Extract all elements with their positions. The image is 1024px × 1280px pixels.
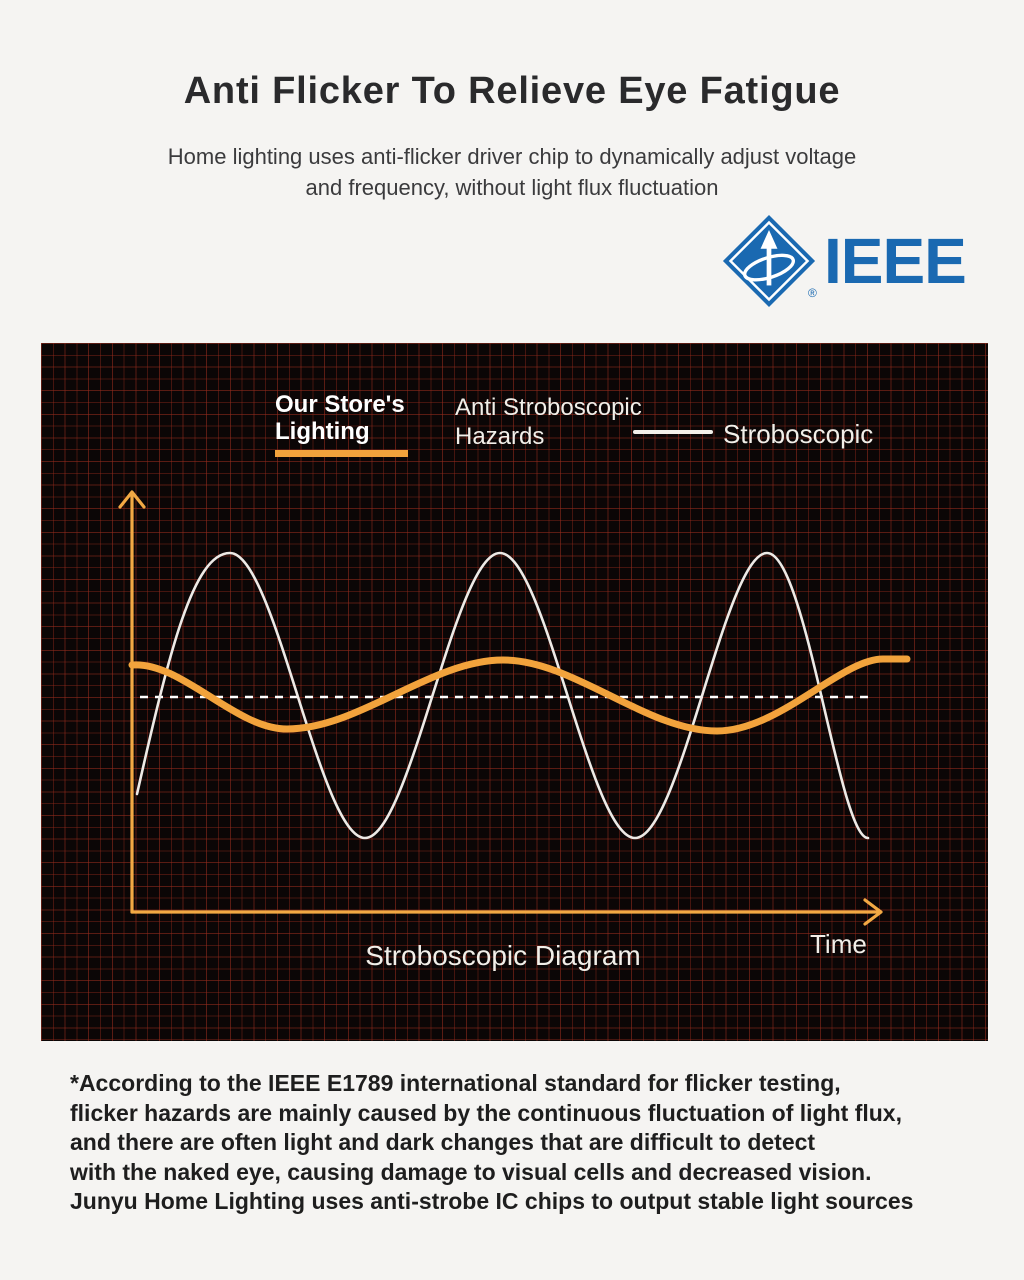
stroboscopic-diagram	[118, 490, 911, 926]
legend-white-line-swatch	[633, 430, 713, 434]
x-axis-label: Time	[810, 929, 867, 959]
ieee-logo: ® IEEE	[722, 214, 967, 308]
ieee-wordmark: IEEE	[824, 225, 967, 297]
stroboscopic-wave	[135, 551, 870, 840]
legend-stroboscopic-label: Stroboscopic	[723, 419, 874, 449]
footnote: *According to the IEEE E1789 internation…	[70, 1070, 914, 1214]
ieee-diamond-icon	[722, 214, 816, 308]
page-subtitle: Home lighting uses anti-flicker driver c…	[167, 144, 857, 200]
chart-panel: Our Store's Lighting Anti Stroboscopic H…	[41, 343, 988, 1041]
legend-anti-stroboscopic-label: Anti Stroboscopic Hazards	[455, 394, 642, 450]
store-lighting-wave	[128, 655, 911, 735]
legend-store-lighting-label: Our Store's Lighting	[275, 391, 405, 445]
legend-orange-swatch	[275, 450, 408, 457]
page-title: Anti Flicker To Relieve Eye Fatigue	[183, 70, 841, 112]
y-axis-arrowhead-icon	[118, 490, 146, 509]
diagram-caption: Stroboscopic Diagram	[365, 940, 641, 971]
x-axis-arrowhead-icon	[863, 898, 883, 926]
registered-mark: ®	[808, 286, 817, 300]
